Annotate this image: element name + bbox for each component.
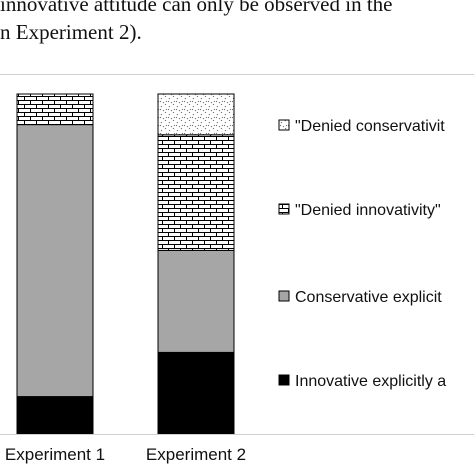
x-tick-label-1: Experiment 1 <box>5 445 105 464</box>
caption-line-2: n Experiment 2). <box>0 20 142 44</box>
legend-swatch-2 <box>278 290 290 302</box>
legend-swatch-3 <box>278 203 290 215</box>
legend-swatch-4 <box>278 119 290 131</box>
legend-label-4: "Denied conservativit <box>295 118 445 135</box>
bars-layer <box>16 93 235 435</box>
legend-swatch-1 <box>278 374 290 386</box>
x-tick-labels: Experiment 1 Experiment 2 <box>5 445 246 464</box>
legend: Innovative explicitly a Conservative expl… <box>278 118 446 390</box>
x-tick-label-2: Experiment 2 <box>146 445 246 464</box>
bar-segment-2-3 <box>157 134 235 251</box>
bar-segment-1-1 <box>16 396 94 435</box>
bar-segment-2-2 <box>157 249 235 353</box>
bar-segment-1-3 <box>16 93 94 126</box>
caption-line-1: innovative attitude can only be observed… <box>0 0 393 16</box>
bar-segment-2-1 <box>157 351 235 435</box>
bar-segment-2-4 <box>157 93 235 136</box>
legend-label-1: Innovative explicitly a <box>295 373 446 390</box>
legend-label-2: Conservative explicit <box>295 289 442 306</box>
bar-segment-1-2 <box>16 124 94 398</box>
legend-label-3: "Denied innovativity" <box>295 202 441 219</box>
